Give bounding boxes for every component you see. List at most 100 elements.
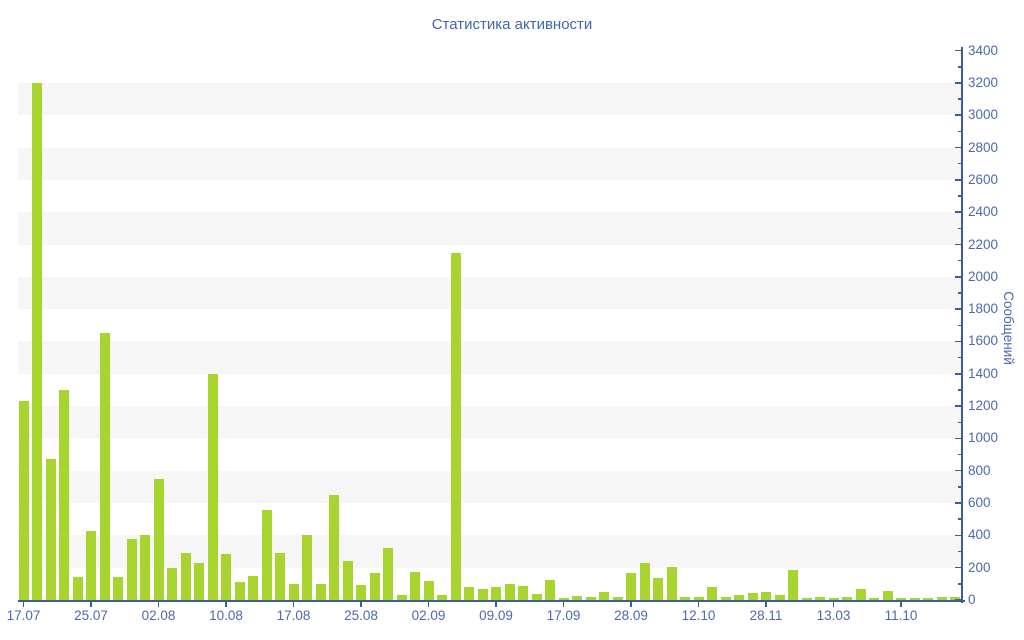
bar [464, 587, 474, 600]
y-tick-label: 1400 [968, 365, 999, 381]
x-tick-label: 25.07 [74, 608, 108, 623]
y-tick [955, 308, 961, 310]
y-tick-label: 2200 [968, 236, 999, 252]
x-tick [697, 602, 700, 607]
y-tick [955, 437, 961, 440]
bar [59, 389, 69, 600]
x-tick [765, 602, 767, 607]
bar [882, 591, 893, 600]
x-tick-label: 17.09 [546, 608, 581, 623]
bar [315, 583, 326, 600]
x-axis-line [18, 600, 965, 602]
bar [423, 581, 434, 600]
bar [491, 587, 501, 600]
grid-stripe [18, 406, 961, 439]
x-tick [22, 602, 25, 607]
y-tick-label: 3000 [968, 107, 999, 123]
bar [153, 478, 164, 600]
bar [288, 583, 299, 600]
bar [599, 591, 609, 600]
y-tick-label: 3200 [968, 74, 999, 90]
y-tick [958, 356, 961, 359]
bar [477, 588, 488, 600]
bar [410, 571, 420, 600]
x-tick [90, 602, 92, 607]
bar [113, 576, 123, 600]
y-tick [958, 98, 961, 100]
y-tick-label: 2800 [968, 139, 999, 155]
x-tick-label: 12.10 [681, 608, 716, 623]
bar [828, 597, 839, 600]
bar [518, 586, 528, 600]
y-tick [955, 179, 961, 181]
bar [936, 596, 947, 600]
bar [450, 252, 461, 600]
bar [369, 572, 380, 600]
bar [221, 553, 231, 600]
bar [126, 538, 137, 600]
bar [666, 566, 677, 600]
bar [248, 575, 258, 600]
bar [180, 553, 191, 600]
bar [207, 373, 218, 600]
x-tick-label: 17.07 [6, 608, 41, 623]
x-tick [630, 602, 632, 607]
x-tick [832, 602, 835, 607]
bar [842, 596, 852, 600]
bar [774, 595, 785, 600]
bar [585, 596, 596, 600]
bar [383, 548, 393, 600]
bar [801, 597, 812, 600]
y-tick [958, 486, 961, 488]
bar [653, 578, 663, 600]
y-tick-label: 1000 [968, 430, 999, 446]
x-tick-label: 13.03 [816, 608, 851, 623]
x-tick [900, 602, 902, 607]
x-tick-label: 02.09 [411, 608, 446, 623]
bar [99, 333, 110, 600]
bar [342, 561, 353, 600]
bar [869, 597, 879, 600]
y-tick [958, 421, 961, 423]
bar [194, 562, 204, 600]
y-tick-label: 2400 [968, 204, 999, 220]
bar [72, 576, 83, 600]
y-tick [955, 599, 961, 601]
bar [356, 585, 366, 600]
bar [18, 401, 29, 600]
y-tick [958, 583, 961, 585]
grid-stripe [18, 470, 961, 504]
y-tick [958, 389, 961, 391]
bar [86, 530, 96, 600]
y-tick-label: 0 [968, 592, 976, 607]
bar [707, 587, 717, 600]
x-tick-label: 09.09 [479, 608, 513, 623]
bar [734, 595, 744, 600]
y-tick [955, 114, 961, 116]
x-tick-label: 17.08 [276, 608, 311, 623]
bar [815, 596, 825, 600]
bar [167, 568, 177, 600]
x-tick [427, 602, 430, 607]
x-tick-label: 28.11 [749, 608, 783, 623]
y-tick [955, 469, 961, 472]
bar [612, 596, 623, 600]
y-tick [955, 340, 961, 343]
bar [558, 597, 569, 600]
bar [855, 589, 866, 600]
y-tick [958, 292, 961, 294]
y-tick [958, 195, 961, 197]
y-tick-label: 1200 [968, 398, 999, 414]
bar [923, 597, 933, 600]
bar [275, 553, 285, 600]
y-tick-label: 1600 [968, 333, 999, 349]
y-tick [958, 453, 961, 456]
y-tick [955, 211, 961, 213]
bar [329, 494, 339, 600]
bar [302, 535, 312, 600]
x-tick-label: 28.09 [614, 608, 648, 623]
bar [693, 596, 704, 600]
x-tick [495, 602, 497, 607]
bar [234, 582, 245, 600]
